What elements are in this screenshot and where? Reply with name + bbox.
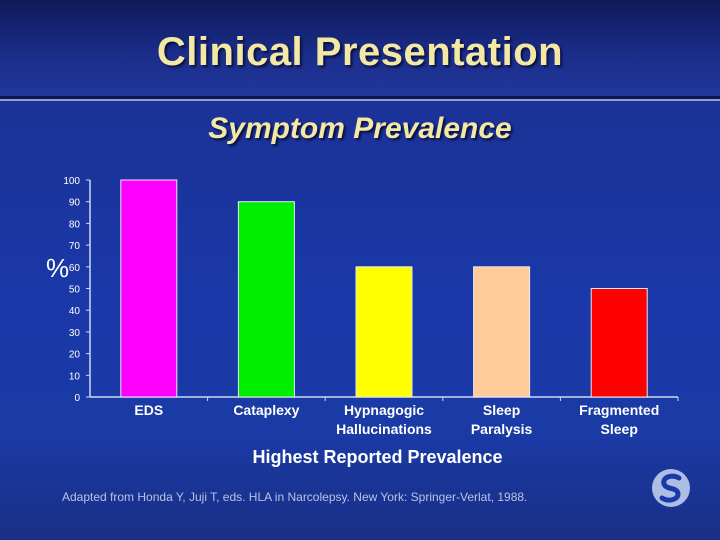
y-tick-label: 30 [69, 328, 81, 339]
y-axis-label: % [46, 253, 70, 283]
y-tick-label: 20 [69, 350, 81, 361]
x-tick-label: Paralysis [471, 421, 533, 437]
x-tick-label: Hallucinations [336, 421, 432, 437]
bar-3 [473, 266, 531, 398]
bar-0 [120, 179, 178, 398]
slide-title: Clinical Presentation [156, 30, 564, 74]
y-tick-label: 80 [69, 219, 81, 230]
source-note: Adapted from Honda Y, Juji T, eds. HLA i… [62, 490, 528, 504]
x-tick-label: EDS [134, 402, 163, 418]
x-tick-label: Sleep [483, 402, 520, 418]
bar-2 [355, 266, 413, 398]
title-divider [0, 96, 720, 99]
title-band [0, 0, 720, 96]
y-tick-label: 10 [69, 371, 81, 382]
y-tick-label: 60 [69, 263, 81, 274]
x-tick-label: Cataplexy [233, 402, 299, 418]
x-axis-label: Highest Reported Prevalence [252, 447, 503, 467]
y-tick-label: 0 [74, 393, 80, 404]
x-tick-label: Hypnagogic [344, 402, 424, 418]
title-divider-highlight [0, 99, 720, 101]
chart-title: Symptom Prevalence [208, 112, 512, 145]
x-tick-label: Fragmented [579, 402, 659, 418]
bar-4 [590, 288, 648, 398]
y-tick-label: 40 [69, 306, 81, 317]
y-tick-label: 50 [69, 285, 81, 296]
logo-icon [652, 469, 690, 507]
y-tick-label: 100 [63, 176, 80, 187]
y-tick-label: 70 [69, 241, 81, 252]
bar-1 [237, 201, 295, 398]
x-tick-label: Sleep [601, 421, 638, 437]
y-tick-label: 90 [69, 198, 81, 209]
